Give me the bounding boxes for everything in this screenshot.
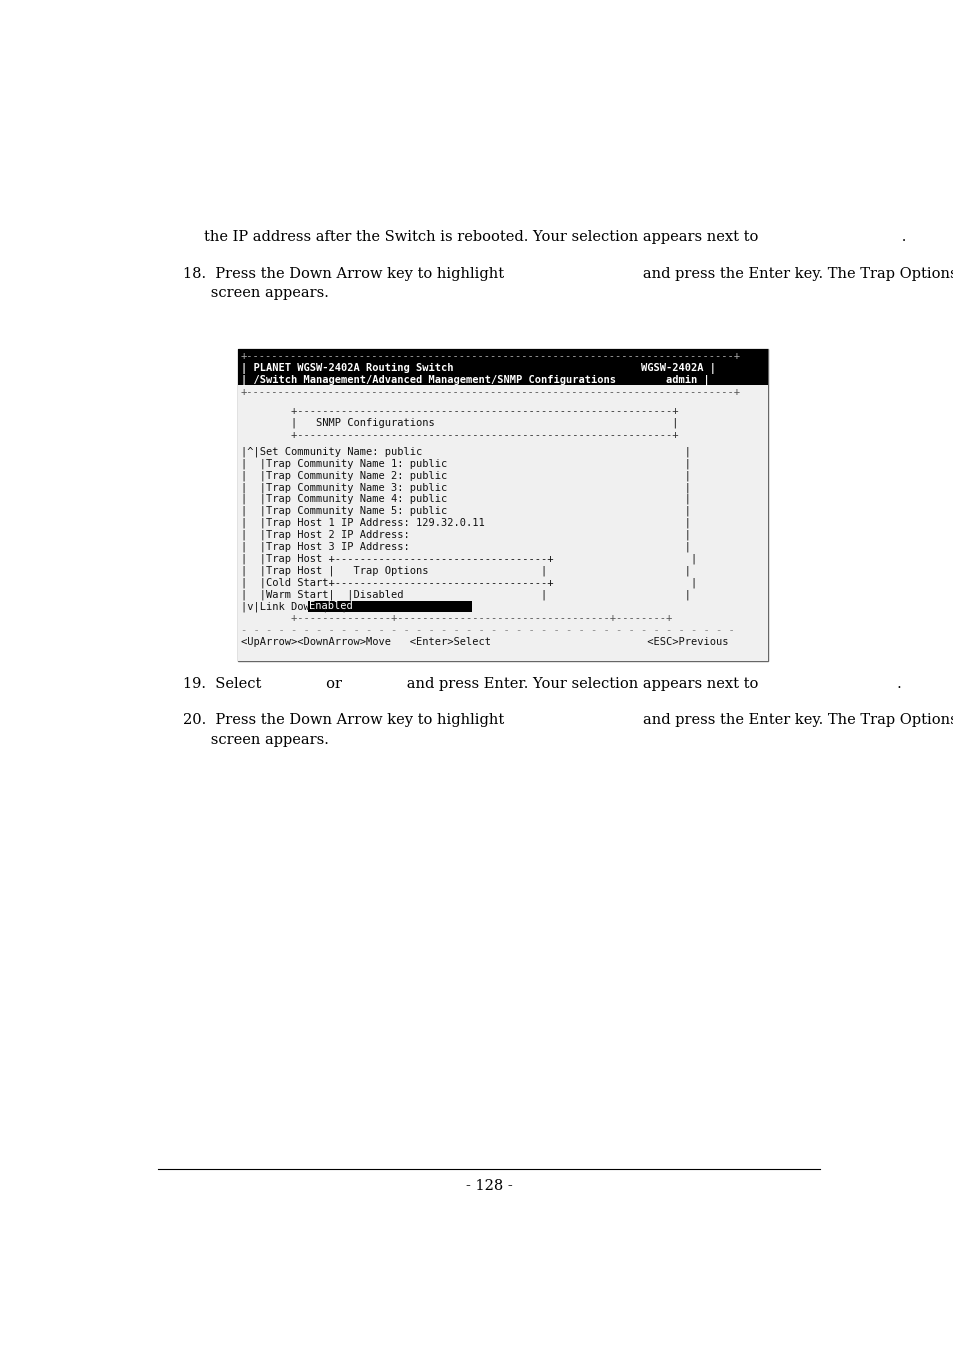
Text: |^|Set Community Name: public                                          |: |^|Set Community Name: public | — [241, 446, 690, 457]
Text: - 128 -: - 128 - — [465, 1179, 512, 1193]
Text: |   SNMP Configurations                                      |: | SNMP Configurations | — [241, 417, 678, 428]
Text: +------------------------------------------------------------------------------+: +---------------------------------------… — [241, 386, 740, 397]
Text: - - - - - - - - - - - - - - - - - - - - - - - - - - - - - - - - - - - - - - - -: - - - - - - - - - - - - - - - - - - - - … — [241, 626, 734, 635]
Text: |  |Trap Host 3 IP Address:                                            |: | |Trap Host 3 IP Address: | — [241, 542, 690, 553]
Bar — [237, 349, 767, 661]
Text: <UpArrow><DownArrow>Move   <Enter>Select                         <ESC>Previous: <UpArrow><DownArrow>Move <Enter>Select <… — [241, 638, 728, 647]
Bar — [237, 385, 767, 661]
Text: 20.  Press the Down Arrow key to highlight                              and pres: 20. Press the Down Arrow key to highligh… — [183, 713, 953, 727]
Text: |  |Trap Community Name 2: public                                      |: | |Trap Community Name 2: public | — [241, 470, 690, 481]
Text: |  |Trap Community Name 4: public                                      |: | |Trap Community Name 4: public | — [241, 494, 690, 504]
Text: Enabled: Enabled — [309, 601, 353, 612]
Text: 19.  Select              or              and press Enter. Your selection appears: 19. Select or and press Enter. Your sele… — [183, 677, 901, 692]
Text: +------------------------------------------------------------+: +---------------------------------------… — [241, 405, 678, 416]
Text: | /Switch Management/Advanced Management/SNMP Configurations        admin |: | /Switch Management/Advanced Management… — [241, 374, 709, 385]
Bar — [237, 385, 767, 661]
Text: | PLANET WGSW-2402A Routing Switch                              WGSW-2402A |: | PLANET WGSW-2402A Routing Switch WGSW-… — [241, 362, 715, 374]
Text: |  |Trap Host 1 IP Address: 129.32.0.11                                |: | |Trap Host 1 IP Address: 129.32.0.11 | — [241, 517, 690, 528]
Bar — [308, 601, 471, 612]
Text: |  |Trap Host +----------------------------------+                      |: | |Trap Host +--------------------------… — [241, 554, 697, 565]
Text: screen appears.: screen appears. — [183, 286, 329, 300]
Text: +------------------------------------------------------------------------------+: +---------------------------------------… — [241, 351, 740, 361]
Text: 18.  Press the Down Arrow key to highlight                              and pres: 18. Press the Down Arrow key to highligh… — [183, 267, 953, 281]
Text: |  |Cold Start+----------------------------------+                      |: | |Cold Start+--------------------------… — [241, 577, 697, 588]
Text: +---------------+----------------------------------+--------+: +---------------+-----------------------… — [241, 613, 672, 623]
Text: |  |Trap Host |   Trap Options                  |                      |: | |Trap Host | Trap Options | | — [241, 566, 690, 576]
Text: screen appears.: screen appears. — [183, 732, 329, 747]
Bar — [237, 349, 767, 385]
Text: |  |Trap Community Name 3: public                                      |: | |Trap Community Name 3: public | — [241, 482, 690, 493]
Text: |  |Trap Host 2 IP Address:                                            |: | |Trap Host 2 IP Address: | — [241, 530, 690, 540]
Text: |  |Trap Community Name 5: public                                      |: | |Trap Community Name 5: public | — [241, 505, 690, 516]
Text: |v|Link Down |  |: |v|Link Down | | — [241, 601, 347, 612]
Text: |  |Trap Community Name 1: public                                      |: | |Trap Community Name 1: public | — [241, 458, 690, 469]
Text: |  |Warm Start|  |Disabled                      |                      |: | |Warm Start| |Disabled | | — [241, 589, 690, 600]
Text: the IP address after the Switch is rebooted. Your selection appears next to     : the IP address after the Switch is reboo… — [204, 230, 906, 245]
Text: +------------------------------------------------------------+: +---------------------------------------… — [241, 430, 678, 439]
